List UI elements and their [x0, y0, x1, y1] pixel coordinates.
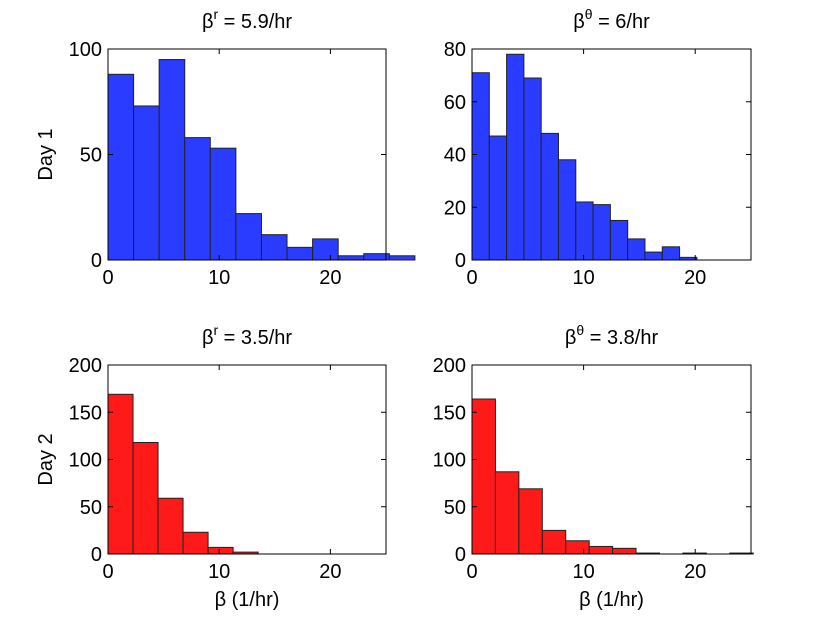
- histogram-bar: [235, 213, 262, 261]
- histogram-bar: [609, 219, 629, 261]
- y-tick-label: 100: [433, 450, 466, 472]
- y-tick-label: 20: [444, 197, 466, 219]
- x-tick-label: 0: [466, 561, 477, 583]
- y-tick-label: 0: [455, 544, 466, 566]
- x-tick-label: 0: [466, 267, 477, 289]
- histogram-bar: [661, 246, 681, 261]
- panel-title: βθ = 3.8/hr: [565, 322, 659, 349]
- histogram-bar: [133, 105, 160, 261]
- histogram-bar: [157, 497, 184, 555]
- x-tick-label: 0: [102, 267, 113, 289]
- histogram-bar: [627, 238, 646, 261]
- y-axis-label: Day 2: [35, 433, 57, 485]
- histogram-bar: [540, 132, 559, 261]
- histogram-bar: [488, 135, 508, 261]
- y-tick-label: 0: [91, 544, 102, 566]
- histogram-bar: [182, 531, 209, 555]
- y-tick-label: 50: [80, 145, 102, 167]
- histogram-bar: [312, 238, 339, 261]
- y-tick-label: 200: [433, 355, 466, 377]
- histogram-bar: [541, 529, 567, 555]
- histogram-bar: [132, 441, 159, 555]
- histogram-bar: [286, 246, 314, 261]
- y-axis-label: Day 1: [35, 128, 57, 180]
- histogram-bar: [506, 53, 525, 261]
- histogram-panel-2: 0 10 20 0 20 40 60 80 βθ = 6/hr: [444, 6, 752, 289]
- histogram-bar: [565, 540, 590, 555]
- histogram-bar: [612, 547, 637, 555]
- y-tick-label: 50: [444, 497, 466, 519]
- y-tick-label: 150: [433, 402, 466, 424]
- y-tick-label: 100: [69, 450, 102, 472]
- y-tick-label: 100: [69, 39, 102, 61]
- x-tick-label: 10: [208, 561, 230, 583]
- histogram-bar: [471, 72, 490, 261]
- histogram-bar: [184, 137, 211, 261]
- x-tick-label: 20: [684, 561, 706, 583]
- x-axis-label: β (1/hr): [579, 589, 644, 611]
- histogram-bar: [158, 59, 186, 261]
- x-tick-label: 20: [684, 267, 706, 289]
- x-tick-label: 20: [319, 267, 341, 289]
- x-tick-label: 10: [572, 561, 594, 583]
- panel-title: βθ = 6/hr: [573, 6, 650, 33]
- y-tick-label: 0: [91, 250, 102, 272]
- histogram-bar: [260, 234, 288, 261]
- y-tick-label: 40: [444, 145, 466, 167]
- panel-title: βr = 3.5/hr: [202, 322, 292, 349]
- y-tick-label: 50: [80, 497, 102, 519]
- histogram-bar: [363, 253, 390, 261]
- histogram-bar: [337, 255, 365, 261]
- x-axis-label: β (1/hr): [215, 589, 280, 611]
- x-tick-label: 10: [208, 267, 230, 289]
- histogram-bar: [388, 255, 416, 261]
- y-tick-label: 200: [69, 355, 102, 377]
- x-tick-label: 10: [572, 267, 594, 289]
- histogram-bar: [107, 393, 134, 555]
- histogram-bar: [523, 77, 542, 261]
- histogram-bar: [207, 546, 234, 555]
- histogram-bar: [592, 204, 611, 261]
- histogram-bar: [557, 159, 577, 261]
- histogram-bar: [209, 147, 237, 261]
- histogram-bar: [107, 73, 135, 261]
- histogram-bar: [575, 201, 594, 261]
- x-tick-label: 0: [102, 561, 113, 583]
- y-tick-label: 0: [455, 250, 466, 272]
- histogram-bar: [644, 251, 663, 261]
- histogram-bar: [471, 398, 496, 555]
- histogram-bar: [518, 488, 543, 555]
- y-tick-label: 80: [444, 39, 466, 61]
- y-tick-label: 60: [444, 92, 466, 114]
- histogram-bar: [494, 471, 520, 555]
- panel-title: βr = 5.9/hr: [202, 6, 292, 33]
- histogram-panel-1: 0 10 20 0 50 100 βr = 5.9/hr Day 1: [35, 6, 416, 289]
- histogram-bar: [588, 545, 614, 555]
- x-tick-label: 20: [319, 561, 341, 583]
- y-tick-label: 150: [69, 402, 102, 424]
